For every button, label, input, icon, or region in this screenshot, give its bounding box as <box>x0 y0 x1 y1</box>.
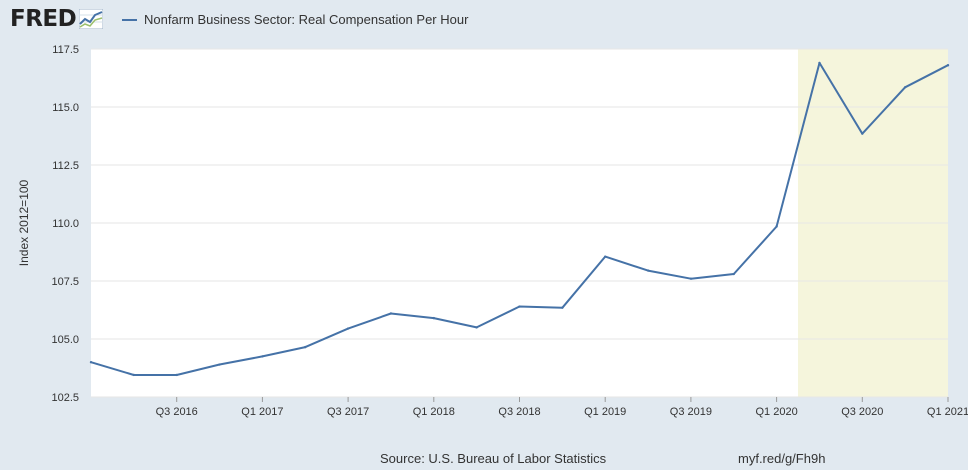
y-tick-label: 115.0 <box>52 102 79 114</box>
chart-graph-icon <box>79 9 104 29</box>
data-point[interactable] <box>689 277 693 280</box>
data-point[interactable] <box>946 64 950 67</box>
data-point[interactable] <box>132 373 136 377</box>
fred-logo-text: FRED <box>10 6 77 32</box>
y-tick-label: 102.5 <box>51 392 79 404</box>
y-tick-label: 110.0 <box>52 218 79 230</box>
x-tick-label: Q3 2018 <box>498 406 540 418</box>
gridlines <box>91 48 948 398</box>
legend-label: Nonfarm Business Sector: Real Compensati… <box>144 12 469 27</box>
data-point[interactable] <box>89 361 93 364</box>
x-tick-label: Q3 2019 <box>670 406 712 418</box>
data-point[interactable] <box>561 306 564 309</box>
data-point[interactable] <box>475 326 478 329</box>
x-tick-label: Q3 2020 <box>841 406 883 418</box>
data-point[interactable] <box>346 327 350 330</box>
source-note: Source: U.S. Bureau of Labor Statistics <box>380 451 607 466</box>
x-tick-label: Q1 2018 <box>413 406 455 418</box>
data-point[interactable] <box>304 345 307 349</box>
x-tick-label: Q3 2016 <box>156 406 198 418</box>
legend-swatch <box>122 18 137 21</box>
data-point[interactable] <box>646 269 650 272</box>
data-point[interactable] <box>218 363 221 366</box>
y-axis-ticks: 102.5 105.0 107.5 110.0 112.5 115.0 117.5 <box>51 44 79 404</box>
data-point[interactable] <box>861 132 864 135</box>
data-point[interactable] <box>775 225 778 228</box>
data-point[interactable] <box>389 312 393 315</box>
x-tick-label: Q3 2017 <box>327 406 369 418</box>
x-tick-label: Q1 2019 <box>584 406 626 418</box>
data-point[interactable] <box>903 86 907 89</box>
data-point[interactable] <box>432 316 435 320</box>
chart-legend: Nonfarm Business Sector: Real Compensati… <box>122 12 468 27</box>
series-group <box>89 61 950 377</box>
y-tick-label: 117.5 <box>52 44 79 56</box>
x-axis-ticks: Q3 2016 Q1 2017 Q3 2017 Q1 2018 Q3 2018 Q1 20… <box>156 397 968 418</box>
y-tick-label: 107.5 <box>51 276 79 288</box>
x-tick-label: Q1 2017 <box>241 406 283 418</box>
data-point[interactable] <box>518 305 521 308</box>
y-axis-title: Index 2012=100 <box>17 179 31 266</box>
data-point[interactable] <box>175 373 178 377</box>
data-point[interactable] <box>261 355 264 358</box>
data-point[interactable] <box>818 61 821 65</box>
short-link[interactable]: myf.red/g/Fh9h <box>738 451 826 466</box>
x-tick-label: Q1 2021 <box>927 406 968 418</box>
y-tick-label: 105.0 <box>51 334 79 346</box>
x-tick-label: Q1 2020 <box>755 406 797 418</box>
fred-logo[interactable]: FRED <box>10 6 104 32</box>
data-point[interactable] <box>604 255 607 258</box>
data-point[interactable] <box>732 272 735 276</box>
y-tick-label: 112.5 <box>52 160 79 172</box>
chart-header: FRED Nonfarm Business Sector: Real Compe… <box>0 0 968 40</box>
